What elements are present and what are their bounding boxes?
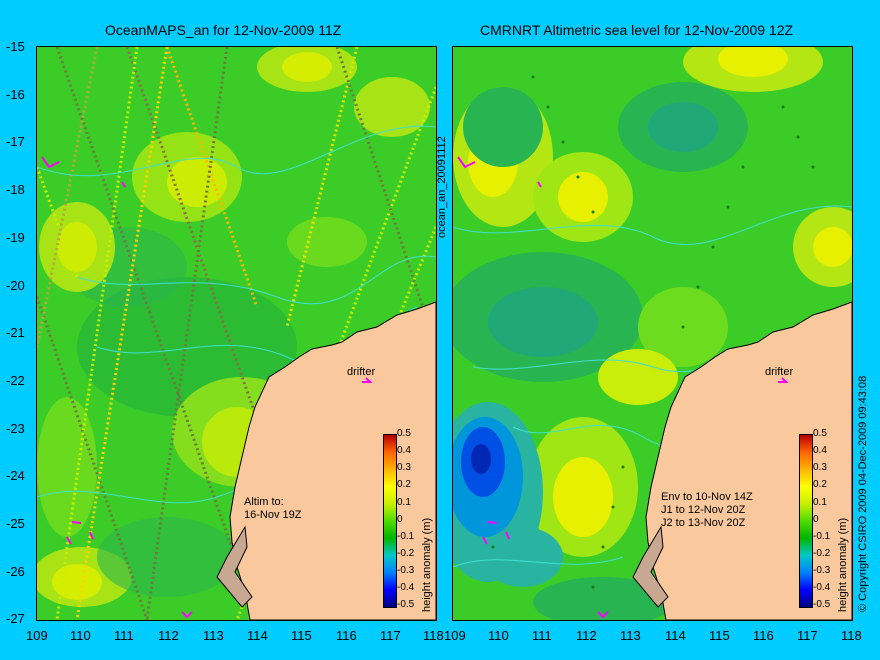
lat-tick: -15 xyxy=(6,39,25,54)
left-cbar-tick: 0.3 xyxy=(397,462,411,473)
lat-tick: -16 xyxy=(6,87,25,102)
lon-tick: 118 xyxy=(841,628,862,643)
lat-tick: -20 xyxy=(6,278,25,293)
lon-tick: 114 xyxy=(247,628,268,643)
lon-tick: 111 xyxy=(114,628,134,643)
right-map-canvas xyxy=(453,47,852,620)
lon-tick: 112 xyxy=(158,628,179,643)
right-mission-note: Env to 10-Nov 14Z J1 to 12-Nov 20Z J2 to… xyxy=(661,491,753,529)
lon-tick: 117 xyxy=(380,628,401,643)
left-drifter-label: drifter xyxy=(347,366,376,378)
lon-tick: 110 xyxy=(488,628,509,643)
right-cbar-tick: -0.4 xyxy=(813,582,831,593)
left-cbar-tick: 0.1 xyxy=(397,497,411,508)
left-map-canvas xyxy=(37,47,436,620)
right-colorbar-label: height anomaly (m) xyxy=(837,517,849,612)
lat-tick: -24 xyxy=(6,468,25,483)
left-altim-note: Altim to: 16-Nov 19Z xyxy=(244,496,302,521)
analysis-id-label: ocean_an_20091112 xyxy=(436,136,448,238)
lon-tick: 114 xyxy=(665,628,686,643)
lon-tick: 113 xyxy=(203,628,224,643)
right-cbar-tick: 0.2 xyxy=(813,479,827,490)
lon-tick: 109 xyxy=(444,628,466,643)
lon-tick: 115 xyxy=(709,628,730,643)
left-colorbar-label: height anomaly (m) xyxy=(421,517,433,612)
right-cbar-tick: -0.3 xyxy=(813,565,831,576)
bay-inlet xyxy=(632,525,669,608)
drifter-markers xyxy=(457,156,789,619)
left-cbar-tick: 0.2 xyxy=(397,479,411,490)
drifter-markers xyxy=(41,156,373,619)
right-map-panel[interactable]: Env to 10-Nov 14Z J1 to 12-Nov 20Z J2 to… xyxy=(452,46,853,621)
lon-tick: 113 xyxy=(620,628,641,643)
lon-tick: 117 xyxy=(797,628,818,643)
lat-tick: -27 xyxy=(6,611,25,626)
left-cbar-tick: -0.3 xyxy=(397,565,415,576)
lat-tick: -18 xyxy=(6,182,25,197)
left-cbar-tick: -0.4 xyxy=(397,582,415,593)
lat-tick: -19 xyxy=(6,230,25,245)
left-cbar-tick: -0.1 xyxy=(397,531,415,542)
lon-tick: 111 xyxy=(532,628,552,643)
right-cbar-tick: 0.1 xyxy=(813,497,827,508)
left-map-panel[interactable]: Altim to: 16-Nov 19Z drifter 0.5 0.4 0.3… xyxy=(36,46,437,621)
left-cbar-tick: 0 xyxy=(397,514,403,525)
altimeter-points xyxy=(491,75,815,589)
left-cbar-tick: -0.2 xyxy=(397,548,415,559)
lon-tick: 112 xyxy=(576,628,597,643)
anomaly-field xyxy=(453,47,852,620)
lon-tick: 116 xyxy=(336,628,357,643)
right-cbar-tick: 0.4 xyxy=(813,445,827,456)
lat-tick: -26 xyxy=(6,564,25,579)
right-cbar-tick: 0 xyxy=(813,514,819,525)
left-cbar-tick: 0.5 xyxy=(397,428,411,439)
lat-tick: -25 xyxy=(6,516,25,531)
left-cbar-tick: 0.4 xyxy=(397,445,411,456)
lon-tick: 118 xyxy=(423,628,444,643)
lat-tick: -21 xyxy=(6,325,25,340)
right-cbar-tick: -0.5 xyxy=(813,599,831,610)
lon-tick: 109 xyxy=(26,628,48,643)
right-cbar-tick: -0.2 xyxy=(813,548,831,559)
right-drifter-label: drifter xyxy=(765,366,794,378)
lat-tick: -22 xyxy=(6,373,25,388)
copyright-label: © Copyright CSIRO 2009 04-Dec-2009 09:43… xyxy=(857,375,869,612)
lon-tick: 115 xyxy=(291,628,312,643)
right-cbar-tick: -0.1 xyxy=(813,531,831,542)
right-cbar-tick: 0.3 xyxy=(813,462,827,473)
bay-inlet xyxy=(216,525,253,608)
left-colorbar xyxy=(383,434,397,608)
right-colorbar xyxy=(799,434,813,608)
right-cbar-tick: 0.5 xyxy=(813,428,827,439)
lon-tick: 110 xyxy=(70,628,91,643)
lon-tick: 116 xyxy=(753,628,774,643)
lat-tick: -17 xyxy=(6,134,25,149)
left-map-title: OceanMAPS_an for 12-Nov-2009 11Z xyxy=(105,22,342,38)
right-map-title: CMRNRT Altimetric sea level for 12-Nov-2… xyxy=(480,22,794,38)
left-cbar-tick: -0.5 xyxy=(397,599,415,610)
lat-tick: -23 xyxy=(6,421,25,436)
